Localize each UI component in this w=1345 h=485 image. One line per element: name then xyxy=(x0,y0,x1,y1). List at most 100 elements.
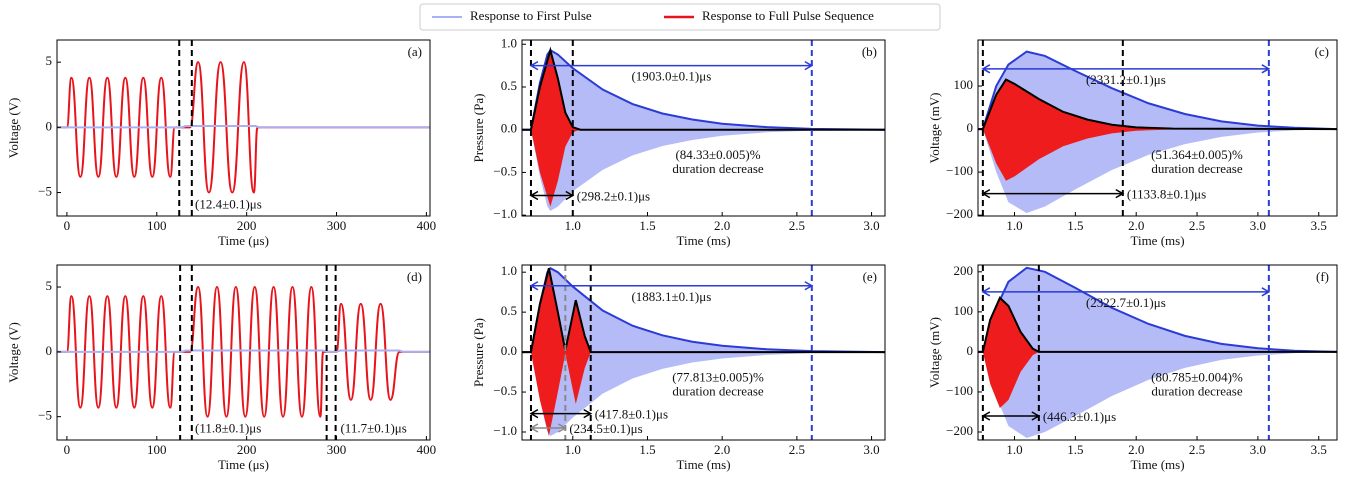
x-tick-label: 1.5 xyxy=(639,442,655,457)
y-tick-label: 0.5 xyxy=(501,303,517,318)
y-tick-label: 5 xyxy=(46,53,53,68)
y-tick-label: 100 xyxy=(954,77,974,92)
x-tick-label: 3.0 xyxy=(1250,218,1266,233)
x-tick-label: 1.0 xyxy=(1006,442,1022,457)
note-text: (77.813±0.005)% xyxy=(672,370,764,385)
x-tick-label: 400 xyxy=(417,442,437,457)
y-tick-label: 0 xyxy=(46,118,53,133)
signal-band xyxy=(978,267,1337,438)
axes-frame xyxy=(977,264,1338,441)
x-tick-label: 2.0 xyxy=(714,218,730,233)
note-text: duration decrease xyxy=(1151,161,1243,176)
y-axis-label: Pressure (Pa) xyxy=(471,94,486,163)
x-tick-label: 1.0 xyxy=(1006,218,1022,233)
x-tick-label: 1.0 xyxy=(565,218,581,233)
y-tick-label: 1.0 xyxy=(501,263,517,278)
x-axis-label: Time (ms) xyxy=(676,233,730,248)
y-tick-label: −0.5 xyxy=(493,383,517,398)
axes-frame xyxy=(977,39,1338,217)
note-text: (80.785±0.004)% xyxy=(1151,370,1243,385)
interval-label: (1903.0±0.1)μs xyxy=(631,69,711,84)
y-axis-label: Voltage (V) xyxy=(6,98,21,159)
interval-label: (1883.1±0.1)μs xyxy=(631,289,711,304)
plot-area xyxy=(57,286,430,418)
interval-arrow xyxy=(981,64,1271,74)
y-tick-label: −1.0 xyxy=(493,423,517,438)
interval-label: (1133.8±0.1)μs xyxy=(1127,187,1206,202)
x-axis-label: Time (ms) xyxy=(676,457,730,472)
y-tick-label: 5 xyxy=(46,278,53,293)
envelope-line xyxy=(522,267,885,354)
note-text: (11.7±0.1)μs xyxy=(340,420,406,435)
x-tick-label: 1.5 xyxy=(1067,442,1083,457)
y-axis-label: Voltage (mV) xyxy=(927,93,942,164)
panel-label: (c) xyxy=(1315,44,1329,59)
note-text: (51.364±0.005)% xyxy=(1151,147,1243,162)
y-tick-label: −100 xyxy=(946,163,973,178)
x-tick-label: 0 xyxy=(64,218,71,233)
interval-label: (2322.7±0.1)μs xyxy=(1086,295,1166,310)
interval-label: (2331.2±0.1)μs xyxy=(1086,72,1166,87)
y-tick-label: 0 xyxy=(46,343,53,358)
plot-area xyxy=(57,61,430,194)
interval-label: (298.2±0.1)μs xyxy=(577,188,650,203)
envelope-line xyxy=(522,48,885,131)
x-tick-label: 2.0 xyxy=(714,442,730,457)
x-tick-label: 100 xyxy=(147,218,167,233)
note-text: duration decrease xyxy=(1151,384,1243,399)
x-tick-label: 2.5 xyxy=(789,442,805,457)
plot-area xyxy=(522,46,885,211)
envelope-line xyxy=(522,46,885,131)
plot-area xyxy=(522,266,885,437)
interval-arrow xyxy=(529,408,593,419)
x-tick-label: 3.0 xyxy=(863,218,879,233)
y-tick-label: 100 xyxy=(954,303,974,318)
x-tick-label: 1.0 xyxy=(565,442,581,457)
x-tick-label: 2.5 xyxy=(1189,442,1205,457)
y-tick-label: 0 xyxy=(967,120,974,135)
interval-arrow xyxy=(529,190,575,201)
x-tick-label: 3.0 xyxy=(863,442,879,457)
x-tick-label: 400 xyxy=(417,218,437,233)
y-tick-label: 0 xyxy=(967,343,974,358)
x-tick-label: 1.5 xyxy=(639,218,655,233)
note-text: duration decrease xyxy=(672,161,764,176)
plot-area xyxy=(978,266,1337,438)
x-tick-label: 200 xyxy=(237,442,257,457)
panel-label: (b) xyxy=(862,44,877,59)
panel-label: (f) xyxy=(1316,269,1329,284)
y-axis-label: Pressure (Pa) xyxy=(471,318,486,387)
axes-frame xyxy=(56,264,431,441)
x-axis-label: Time (ms) xyxy=(1130,233,1184,248)
x-tick-label: 100 xyxy=(147,442,167,457)
y-tick-label: −200 xyxy=(946,423,973,438)
x-tick-label: 2.0 xyxy=(1128,442,1144,457)
signal-line xyxy=(57,125,430,129)
y-tick-label: −200 xyxy=(946,206,973,221)
y-axis-label: Voltage (mV) xyxy=(927,317,942,388)
x-tick-label: 2.5 xyxy=(789,218,805,233)
axes-frame xyxy=(521,39,886,217)
note-text: duration decrease xyxy=(672,384,764,399)
interval-label: (417.8±0.1)μs xyxy=(595,407,668,422)
interval-arrow xyxy=(981,287,1271,297)
interval-arrow xyxy=(981,188,1125,199)
x-tick-label: 2.0 xyxy=(1128,218,1144,233)
x-tick-label: 300 xyxy=(327,442,347,457)
note-text: (84.33±0.005)% xyxy=(675,147,760,162)
y-tick-label: 0.0 xyxy=(501,121,517,136)
x-axis-label: Time (ms) xyxy=(1130,457,1184,472)
axes-frame xyxy=(56,39,431,217)
y-tick-label: 0.5 xyxy=(501,78,517,93)
panel-label: (d) xyxy=(407,269,422,284)
interval-label: (234.5±0.1)μs xyxy=(569,421,642,436)
x-tick-label: 200 xyxy=(237,218,257,233)
y-tick-label: −100 xyxy=(946,383,973,398)
interval-arrow xyxy=(529,60,814,71)
y-tick-label: −5 xyxy=(38,408,52,423)
interval-arrow xyxy=(529,423,567,433)
y-tick-label: −5 xyxy=(38,184,52,199)
x-tick-label: 3.5 xyxy=(1311,442,1327,457)
panel-label: (a) xyxy=(408,44,422,59)
